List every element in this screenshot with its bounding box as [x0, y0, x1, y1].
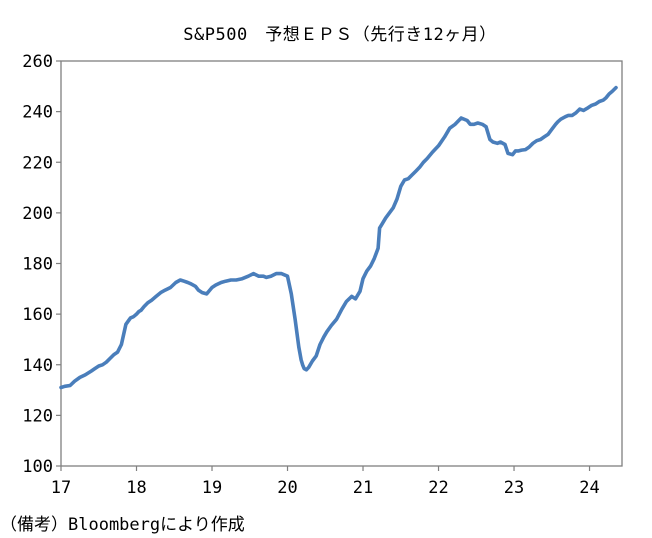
chart-title: S&P500 予想ＥＰＳ（先行き12ヶ月）: [183, 25, 497, 45]
y-tick-label: 180: [22, 255, 53, 275]
x-tick-label: 18: [126, 478, 146, 498]
x-tick-label: 22: [428, 478, 448, 498]
x-axis-ticks: 17 18 19 20 21 22 23 24: [51, 466, 600, 498]
y-tick-label: 120: [22, 406, 53, 426]
source-note: （備考）Bloombergにより作成: [0, 515, 245, 535]
x-tick-label: 20: [277, 478, 297, 498]
y-tick-label: 220: [22, 153, 53, 173]
y-axis-ticks: 100 120 140 160 180 200 220 240 260: [22, 52, 61, 477]
y-tick-label: 160: [22, 305, 53, 325]
x-tick-label: 19: [202, 478, 222, 498]
x-tick-label: 21: [353, 478, 373, 498]
x-tick-label: 23: [504, 478, 524, 498]
eps-series-line: [59, 85, 618, 390]
x-tick-label: 24: [579, 478, 599, 498]
y-tick-label: 100: [22, 457, 53, 477]
x-tick-label: 17: [51, 478, 71, 498]
y-tick-label: 260: [22, 52, 53, 72]
y-tick-label: 240: [22, 103, 53, 123]
plot-area-border: [60, 60, 623, 467]
y-tick-label: 140: [22, 356, 53, 376]
y-tick-label: 200: [22, 204, 53, 224]
